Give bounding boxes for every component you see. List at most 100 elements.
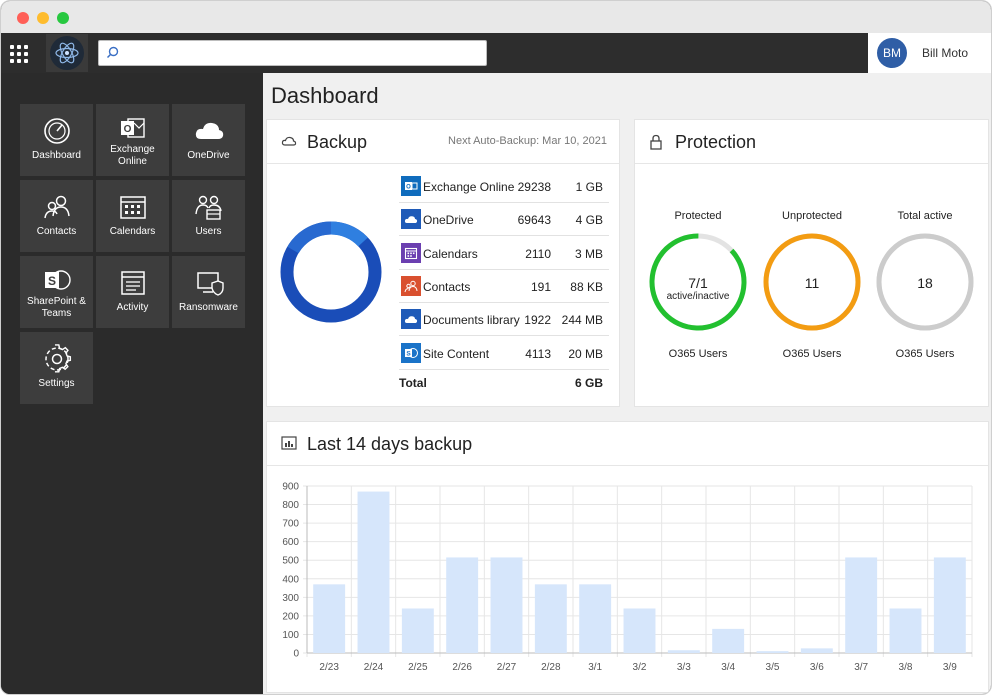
chart-bar: [756, 651, 789, 653]
sidebar-item-label: Calendars: [109, 226, 156, 237]
app-logo[interactable]: [46, 34, 88, 72]
contacts-icon: [401, 275, 421, 296]
app-launcher-icon[interactable]: [10, 45, 28, 63]
backup-row-count: 2110: [525, 246, 551, 261]
x-tick-label: 3/9: [943, 662, 957, 673]
sidebar-item-label: Dashboard: [32, 150, 81, 161]
backup-row-name: Site Content: [423, 346, 490, 361]
gauge-label: Total active: [897, 210, 953, 222]
cloud-icon: [193, 116, 225, 146]
backup-row[interactable]: Contacts 191 88 KB: [399, 270, 609, 303]
backup-row-count: 191: [530, 279, 551, 294]
outlook-icon: O: [118, 113, 148, 143]
backup-row[interactable]: S Site Content 4113 20 MB: [399, 337, 609, 370]
sidebar-item-label: OneDrive: [187, 150, 230, 161]
backup-donut-chart: [280, 221, 382, 323]
backup-title: Backup: [307, 132, 368, 152]
user-menu[interactable]: BM Bill Moto: [868, 33, 991, 73]
bar-chart-icon: [281, 436, 297, 450]
sidebar-item-settings[interactable]: Settings: [20, 332, 93, 404]
backup-row-name: Contacts: [423, 279, 471, 294]
cloud-icon: [401, 309, 421, 330]
cloud-icon: [401, 209, 421, 230]
svg-text:O: O: [406, 185, 411, 191]
gauge-ring: [649, 233, 747, 331]
x-tick-label: 2/25: [408, 662, 428, 673]
sidebar-item-ransomware[interactable]: Ransomware: [172, 256, 245, 328]
page-title: Dashboard: [271, 83, 379, 108]
y-tick-label: 200: [282, 611, 299, 622]
chart-bar: [313, 584, 346, 653]
sidebar-item-exchange-online[interactable]: O Exchange Online: [96, 104, 169, 176]
search-input[interactable]: [123, 44, 478, 62]
backup-row-count: 1922: [524, 313, 551, 328]
main-content: Dashboard Backup Next Auto-Backup: Mar 1…: [263, 73, 991, 694]
backup-row-name: Exchange Online: [423, 180, 515, 194]
sidebar-item-dashboard[interactable]: Dashboard: [20, 104, 93, 176]
sidebar-item-label: SharePoint & Teams: [27, 296, 86, 319]
close-window-button[interactable]: [17, 12, 29, 24]
x-tick-label: 3/3: [677, 662, 691, 673]
sidebar-item-users[interactable]: Users: [172, 180, 245, 252]
backup-row-size: 1 GB: [575, 180, 603, 194]
backup-row-size: 3 MB: [574, 246, 603, 261]
avatar[interactable]: BM: [877, 38, 907, 68]
x-tick-label: 2/28: [541, 662, 561, 673]
chart-bar: [712, 628, 745, 653]
y-tick-label: 300: [282, 593, 299, 604]
x-tick-label: 2/23: [319, 662, 339, 673]
x-tick-label: 2/26: [452, 662, 472, 673]
users-icon: [193, 192, 225, 222]
gear-icon: [42, 344, 72, 374]
backup-bar-chart: 0 100 200 300 400 500 600 700 800 900 2/23 2/24 2/25…: [282, 482, 973, 673]
sidebar-item-label: Contacts: [36, 226, 77, 237]
user-name[interactable]: Bill Moto: [922, 46, 969, 60]
gauge-ring: [876, 233, 974, 331]
total-value: 6 GB: [574, 376, 603, 390]
protection-card: Protection Protected 7/1 active/inactive O3…: [634, 119, 989, 407]
sharepoint-icon: S: [42, 265, 72, 295]
backup-row-size: 4 GB: [575, 213, 603, 228]
activity-icon: [118, 268, 148, 298]
gauge-ring: [763, 233, 861, 331]
backup-row-count: 4113: [525, 346, 551, 361]
backup-card-header: Backup Next Auto-Backup: Mar 10, 2021: [267, 120, 619, 164]
sidebar: Dashboard O Exchange Online OneDrive Con…: [1, 73, 263, 694]
chart-bar: [357, 491, 390, 653]
gauge-subtext: active/inactive: [666, 291, 730, 302]
ransomware-icon: [193, 268, 225, 298]
sidebar-item-contacts[interactable]: Contacts: [20, 180, 93, 252]
sidebar-item-label: Users: [195, 226, 222, 237]
sidebar-item-activity[interactable]: Activity: [96, 256, 169, 328]
backup-history-header: Last 14 days backup: [267, 422, 988, 466]
y-tick-label: 800: [282, 500, 299, 511]
backup-row[interactable]: Calendars 2110 3 MB: [399, 237, 609, 270]
minimize-window-button[interactable]: [37, 12, 49, 24]
chart-bar: [490, 557, 523, 653]
gauge-value: 18: [917, 275, 933, 291]
y-tick-label: 500: [282, 556, 299, 567]
sidebar-item-label: Exchange Online: [110, 144, 155, 167]
gauge-label: Unprotected: [782, 210, 842, 222]
gauge-fill: [763, 233, 861, 331]
backup-row[interactable]: Documents library 1922 244 MB: [399, 303, 609, 337]
maximize-window-button[interactable]: [57, 12, 69, 24]
x-tick-label: 3/5: [766, 662, 780, 673]
gauge-footer: O365 Users: [895, 348, 955, 360]
y-tick-label: 600: [282, 537, 299, 548]
cloud-icon: [281, 136, 297, 146]
search-box[interactable]: [98, 40, 487, 66]
backup-row[interactable]: OneDrive 69643 4 GB: [399, 203, 609, 237]
sidebar-item-calendars[interactable]: Calendars: [96, 180, 169, 252]
backup-row-name: Documents library: [423, 313, 520, 328]
gauge-value: 7/1: [688, 275, 708, 291]
sharepoint-icon: S: [401, 342, 421, 363]
gauge-footer: O365 Users: [668, 348, 728, 360]
backup-row-name: OneDrive: [423, 213, 474, 228]
x-tick-label: 2/27: [497, 662, 517, 673]
total-label: Total: [399, 376, 427, 390]
sidebar-item-sharepoint-teams[interactable]: S SharePoint & Teams: [20, 256, 93, 328]
backup-row[interactable]: O Exchange Online 29238 1 GB: [399, 170, 609, 203]
sidebar-item-onedrive[interactable]: OneDrive: [172, 104, 245, 176]
